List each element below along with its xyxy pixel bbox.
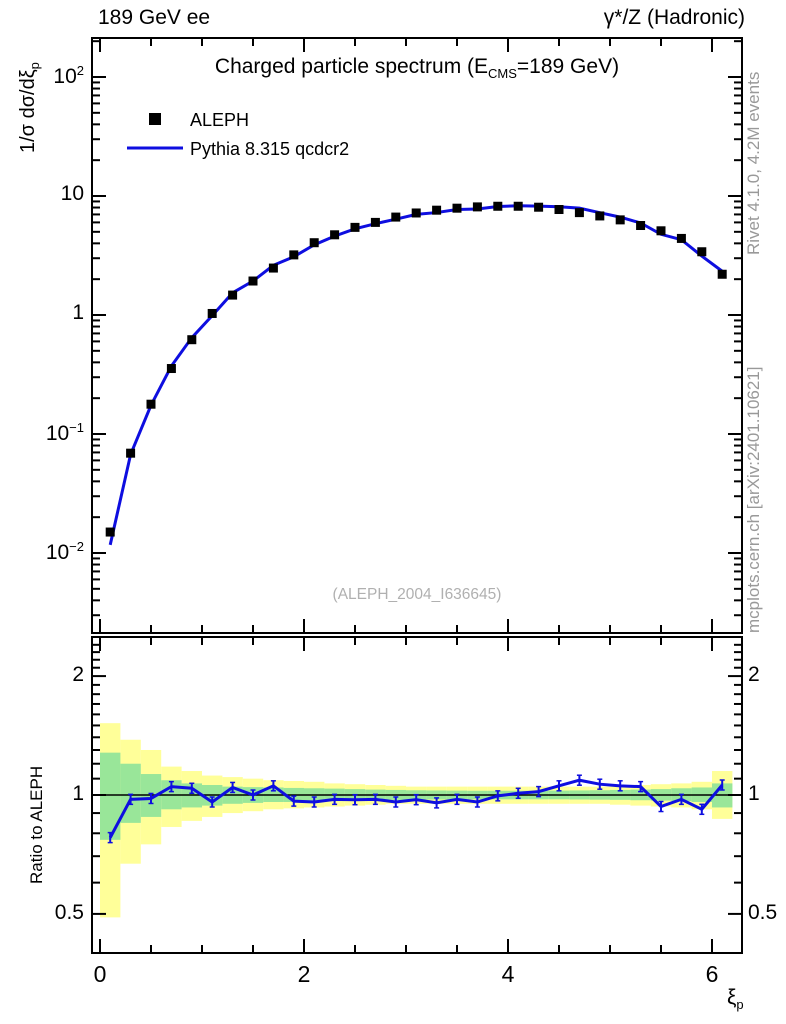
x-tick-label: 2 [297,961,311,987]
main-y-tick-label: 1 [72,301,84,324]
header-process: γ*/Z (Hadronic) [603,6,745,29]
aleph-data-point [309,238,319,248]
aleph-data-point [615,215,625,225]
aleph-data-point [330,230,340,240]
ratio-y-tick-label-right: 1 [748,782,760,805]
aleph-data-point [534,202,544,212]
x-tick-label: 0 [93,961,107,987]
ratio-y-tick-label-left: 1 [72,782,84,805]
aleph-data-point [554,205,564,215]
ratio-y-tick-label-right: 2 [748,663,760,687]
ratio-y-tick-label-right: 0.5 [748,900,778,924]
analysis-id-watermark: (ALEPH_2004_I636645) [332,586,502,603]
aleph-data-point [289,250,299,260]
main-y-tick-label: 102 [53,63,84,88]
aleph-data-point [676,233,686,243]
aleph-data-point [166,364,176,374]
aleph-data-point [370,217,380,227]
aleph-data-point [574,208,584,218]
aleph-data-point [350,222,360,232]
aleph-data-point [493,201,503,211]
mc-line [108,204,724,546]
ratio-inner-band-bin [100,752,121,840]
aleph-data-point [656,226,666,236]
main-y-axis-title: 1/σ dσ/dξp [17,62,42,153]
aleph-data-point [105,527,115,537]
legend-square-marker [149,113,161,125]
aleph-data-point [636,221,646,231]
main-y-tick-label: 10−1 [45,420,84,445]
header-beam-energy: 189 GeV ee [98,6,211,29]
ratio-y-tick-label-left: 0.5 [54,900,84,924]
aleph-data-point [513,201,523,211]
aleph-data-point [452,203,462,213]
aleph-data-point [146,399,156,409]
legend-label-mc: Pythia 8.315 qcdcr2 [190,139,350,159]
aleph-data-point [391,212,401,222]
main-y-tick-label: 10−2 [45,539,84,564]
mcplots-arxiv-note: mcplots.cern.ch [arXiv:2401.10621] [744,366,763,633]
aleph-data-point [432,205,442,215]
aleph-data-point [187,335,197,345]
aleph-data-point [268,263,278,273]
aleph-data-point [472,202,482,212]
aleph-data-point [228,290,238,300]
aleph-data-point [126,448,136,458]
main-frame [91,37,743,634]
main-y-tick-label: 10 [60,182,84,205]
aleph-data-point [207,308,217,318]
x-axis-title: ξp [727,986,744,1013]
aleph-data-point [717,269,727,279]
aleph-data-point [411,208,421,218]
ratio-line [108,778,724,839]
x-tick-label: 6 [705,961,719,987]
legend-label-data: ALEPH [190,110,250,130]
aleph-data-point [248,276,258,286]
x-tick-label: 4 [501,961,515,987]
ratio-y-tick-label-left: 2 [72,663,84,687]
rivet-version-note: Rivet 4.1.0, 4.2M events [744,71,763,255]
aleph-data-point [595,211,605,221]
ratio-y-axis-title: Ratio to ALEPH [27,765,46,884]
plot-title: Charged particle spectrum (ECMS=189 GeV) [214,55,620,82]
aleph-data-point [697,247,707,257]
